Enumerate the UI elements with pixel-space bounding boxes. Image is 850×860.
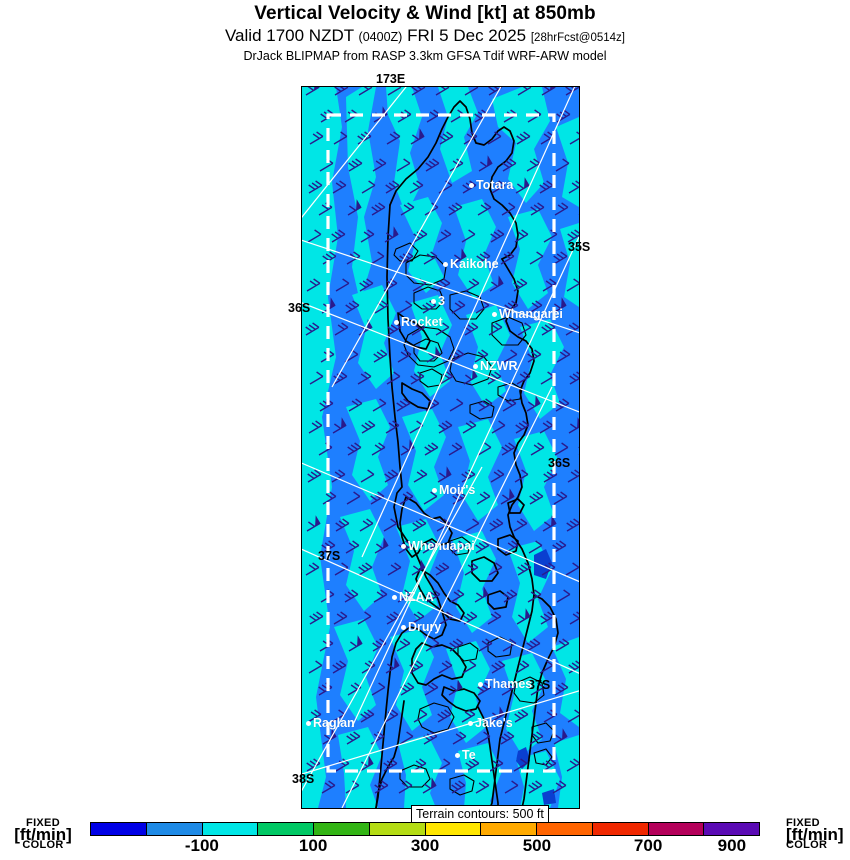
colorbar-tick: 500: [522, 836, 552, 855]
title-block: Vertical Velocity & Wind [kt] at 850mb V…: [0, 0, 850, 64]
colorbar-segment: [91, 823, 146, 835]
colorbar-tick: 100: [298, 836, 328, 855]
colorbar-left-color-label: COLOR: [22, 839, 64, 851]
colorbar-right-units: FIXED [ft/min] COLOR: [786, 818, 850, 851]
colorbar-segment: [368, 823, 425, 835]
forecast-map[interactable]: [301, 86, 580, 809]
graticule-label: 38S: [292, 772, 315, 786]
graticule-label: 173E: [376, 72, 406, 86]
colorbar-tick: 300: [410, 836, 440, 855]
page-title: Vertical Velocity & Wind [kt] at 850mb: [254, 3, 596, 24]
graticule-layer: [302, 87, 579, 808]
valid-utc: (0400Z): [358, 30, 403, 44]
model-line: DrJack BLIPMAP from RASP 3.3km GFSA Tdif…: [243, 49, 607, 63]
graticule-label: 37S: [528, 678, 551, 692]
colorbar-tick: -100: [184, 836, 219, 855]
colorbar-left-fixed-label: FIXED: [26, 817, 60, 829]
colorbar-segment: [257, 823, 313, 835]
colorbar-segment: [201, 823, 258, 835]
colorbar-segment: [591, 823, 648, 835]
colorbar-right-color-label: COLOR: [786, 839, 828, 851]
colorbar-segment: [703, 823, 759, 835]
colorbar-left-unit-label: [ft/min]: [14, 825, 72, 844]
colorbar-tick-labels: -100 100 300 500 700 900: [90, 836, 760, 858]
graticule-label: 37S: [318, 549, 341, 563]
colorbar-segment: [424, 823, 481, 835]
colorbar-segment: [536, 823, 592, 835]
colorbar-segment: [313, 823, 369, 835]
valid-time-line: Valid 1700 NZDT (0400Z) FRI 5 Dec 2025 […: [0, 26, 850, 48]
graticule-label: 36S: [288, 301, 311, 315]
colorbar-left-units: FIXED [ft/min] COLOR: [0, 818, 88, 851]
colorbar-segment: [480, 823, 536, 835]
graticule-label: 35S: [568, 240, 591, 254]
colorbar-segment: [145, 823, 202, 835]
colorbar-right-fixed-label: FIXED: [786, 817, 820, 829]
colorbar[interactable]: [90, 822, 760, 836]
forecast-tag: [28hrFcst@0514z]: [530, 32, 625, 44]
colorbar-right-unit-label: [ft/min]: [786, 825, 844, 844]
valid-prefix: Valid 1700 NZDT: [224, 26, 354, 45]
colorbar-segment: [647, 823, 704, 835]
graticule-label: 36S: [548, 456, 571, 470]
valid-date: FRI 5 Dec 2025: [407, 26, 527, 45]
colorbar-tick: 700: [633, 836, 663, 855]
wind-barbs-layer: [305, 87, 579, 794]
colorbar-tick: 900: [717, 836, 747, 855]
